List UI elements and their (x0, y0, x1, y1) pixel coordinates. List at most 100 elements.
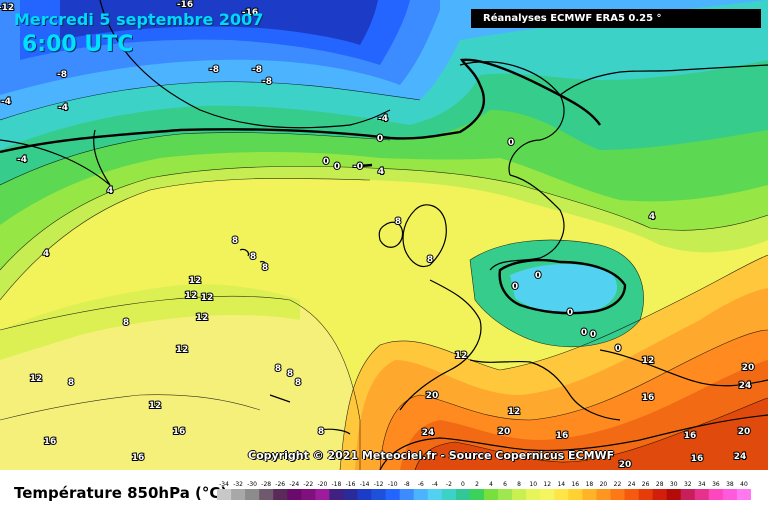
legend-tick-label: 16 (571, 481, 579, 488)
legend-tick-label: 2 (475, 481, 479, 488)
temp-band-24 (415, 398, 768, 470)
legend-swatch (273, 489, 288, 500)
isotherm-label: 20 (498, 427, 511, 437)
isotherm-label: 16 (173, 427, 186, 437)
isotherm-label: 16 (642, 393, 655, 403)
isotherm-label: -4 (378, 114, 388, 124)
isotherm-label: 8 (275, 364, 281, 374)
isotherm-label: 12 (201, 293, 214, 303)
legend-tick-label: 14 (557, 481, 565, 488)
legend-swatch (427, 489, 443, 500)
legend-swatch (666, 489, 682, 500)
isotherm-label: 8 (395, 217, 401, 227)
legend-tick-label: -4 (432, 481, 438, 488)
legend-swatch (441, 489, 457, 500)
freezing-isotherm (0, 58, 627, 315)
isotherm-label: -16 (177, 0, 193, 10)
legend-swatch (231, 489, 246, 500)
isotherm-label: 12 (455, 351, 468, 361)
map-date: Mercredi 5 septembre 2007 (14, 10, 264, 29)
temp-band-12 (0, 296, 360, 470)
legend-tick-label: -34 (219, 481, 229, 488)
legend-tick-label: -28 (261, 481, 271, 488)
isotherm-label: 0 (512, 282, 518, 292)
isotherm-label: 4 (378, 167, 384, 177)
legend-tick-label: -32 (233, 481, 243, 488)
isotherm-label: -16 (242, 8, 258, 18)
temp-band-m12 (60, 0, 378, 45)
legend-tick-label: -26 (275, 481, 285, 488)
map-time: 6:00 UTC (22, 32, 134, 57)
copyright-text: Copyright © 2021 Meteociel.fr - Source C… (248, 449, 615, 462)
legend-swatch (484, 489, 499, 500)
isotherm-labels: -12-16-16-8-8-8-8-4-4-4-40000-0444488888… (0, 0, 755, 470)
isotherm-label: 8 (232, 236, 238, 246)
legend-swatch (469, 489, 485, 500)
isotherm-label: 12 (508, 407, 521, 417)
isotherm-label: 8 (250, 252, 256, 262)
isotherm-label: 12 (149, 401, 162, 411)
legend-tick-label: -22 (303, 481, 313, 488)
legend-tick-label: 10 (529, 481, 537, 488)
isotherm-label: 16 (132, 453, 145, 463)
isotherm-label: 24 (734, 452, 747, 462)
legend-tick-label: -18 (331, 481, 341, 488)
isotherm-label: 24 (739, 381, 752, 391)
legend-swatch (694, 489, 710, 500)
legend-swatch (568, 489, 583, 500)
isotherm-label: 4 (43, 249, 49, 259)
isotherm-label: 4 (649, 212, 655, 222)
isotherm-label: 12 (176, 345, 189, 355)
temp-band-8-atlantic (0, 284, 300, 360)
isotherm-lines (0, 81, 768, 470)
isotherm-label: 20 (738, 427, 751, 437)
coastlines (0, 0, 768, 470)
isotherm-label: 4 (107, 186, 113, 196)
isotherm-label: -8 (252, 65, 262, 75)
legend-swatch (357, 489, 372, 500)
legend-title: Température 850hPa (°C) (14, 484, 228, 502)
legend-swatch (287, 489, 302, 500)
legend-tick-label: -10 (388, 481, 398, 488)
isotherm-label: 12 (30, 374, 43, 384)
legend-swatch (540, 489, 555, 500)
cold-pocket-core (510, 264, 618, 315)
legend-swatch (512, 489, 527, 500)
legend-swatch (554, 489, 569, 500)
isotherm-label: 0 (615, 344, 621, 354)
data-source-label: Réanalyses ECMWF ERA5 0.25 ° (471, 9, 761, 28)
temperature-map: -12-16-16-8-8-8-8-4-4-4-40000-0444488888… (0, 0, 768, 470)
legend-tick-label: 40 (740, 481, 748, 488)
legend-tick-label: 12 (543, 481, 551, 488)
legend-tick-label: 18 (586, 481, 594, 488)
legend-swatch (315, 489, 330, 500)
legend-tick-label: 8 (517, 481, 521, 488)
isotherm-label: 12 (642, 356, 655, 366)
isotherm-label: -8 (209, 65, 219, 75)
legend-tick-label: -16 (346, 481, 356, 488)
legend-tick-label: -30 (247, 481, 257, 488)
isotherm-label: 12 (196, 313, 209, 323)
legend-swatch (596, 489, 611, 500)
legend-swatch (329, 489, 344, 500)
legend-swatch (301, 489, 316, 500)
isotherm-label: 16 (684, 431, 697, 441)
isotherm-label: 20 (619, 460, 632, 470)
legend-swatch (722, 489, 738, 500)
legend-swatch (455, 489, 471, 500)
legend-swatch (680, 489, 696, 500)
isotherm-label: 0 (334, 162, 340, 172)
legend-tick-label: -24 (289, 481, 299, 488)
isotherm-label: 0 (508, 138, 514, 148)
isotherm-label: 8 (318, 427, 324, 437)
isotherm-label: 8 (295, 378, 301, 388)
legend-swatch (413, 489, 429, 500)
legend-swatch (371, 489, 386, 500)
isotherm-label: 0 (377, 134, 383, 144)
legend-tick-label: 28 (656, 481, 664, 488)
legend-tick-label: 24 (628, 481, 636, 488)
isotherm-label: 16 (44, 437, 57, 447)
legend-swatch (343, 489, 358, 500)
legend-tick-label: -6 (418, 481, 424, 488)
